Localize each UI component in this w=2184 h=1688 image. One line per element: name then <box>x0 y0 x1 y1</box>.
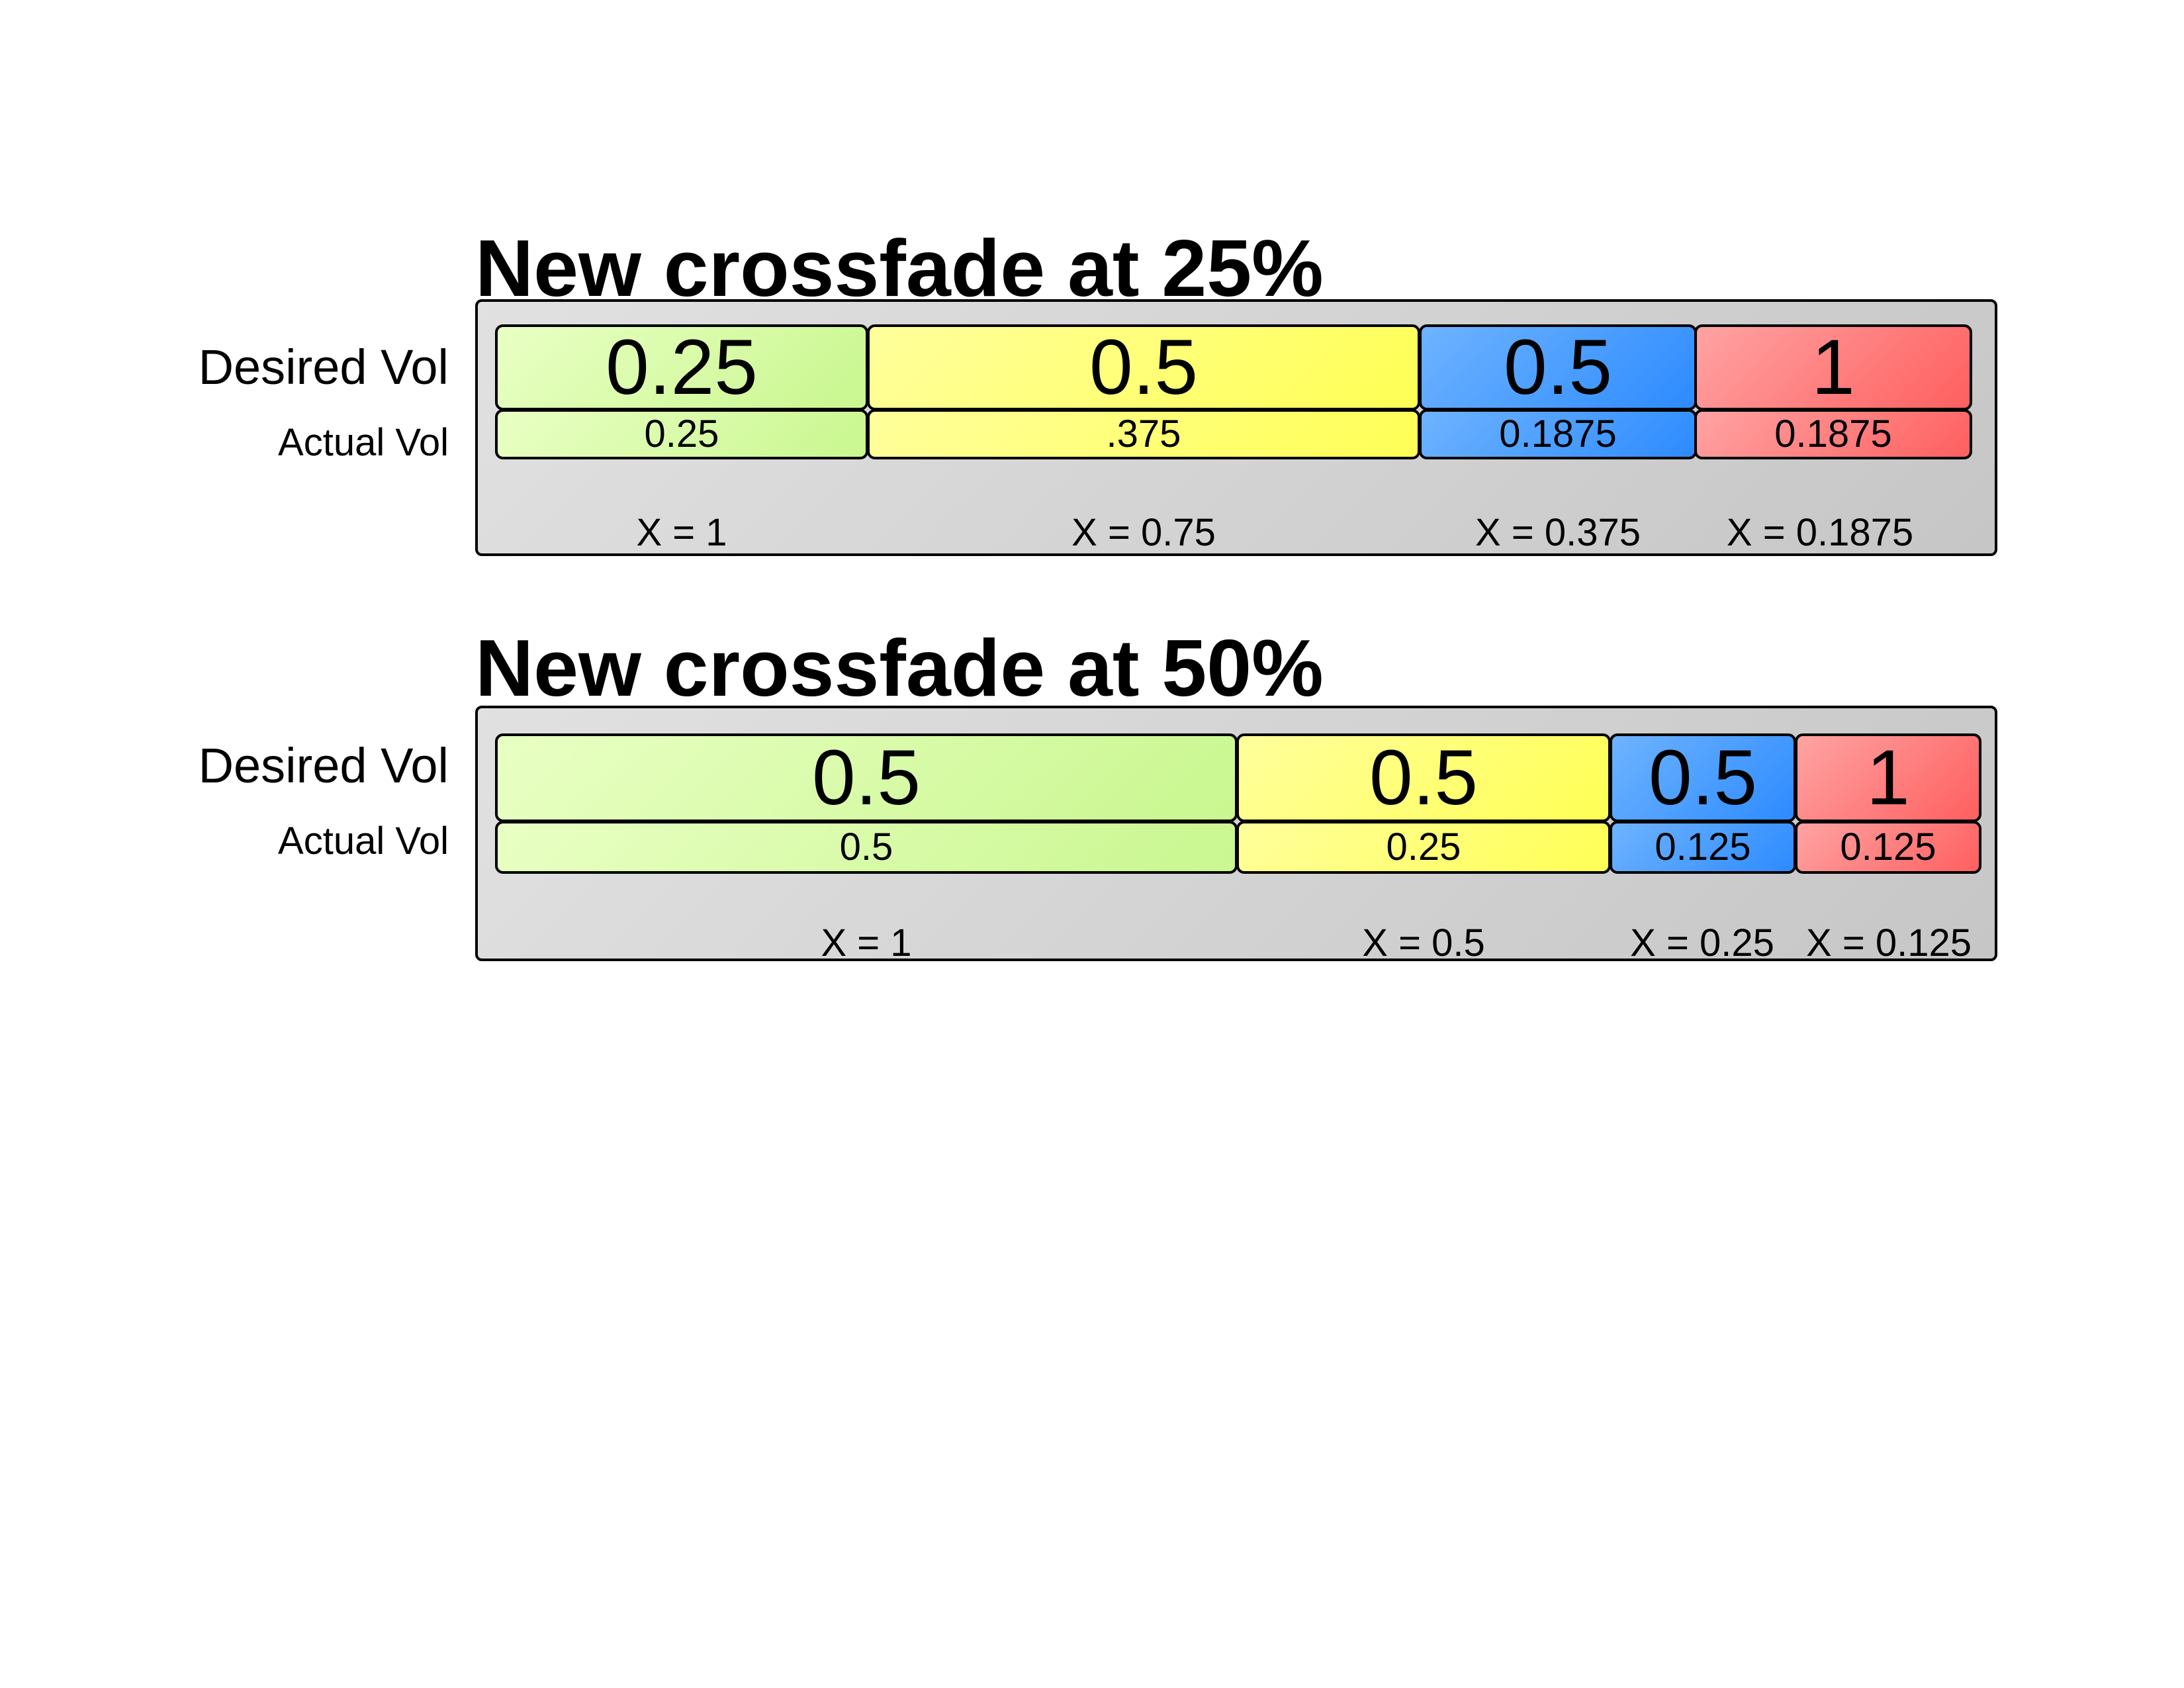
desired-cell: 1 <box>1795 733 1981 822</box>
actual-cell: 0.1875 <box>1419 409 1697 459</box>
crossfade-50-panel: 0.5 0.5 0.5 1 0.5 0.25 0.125 0.125 X = 1… <box>475 706 1997 964</box>
x-factor-label: X = 0.5 <box>1362 921 1485 964</box>
desired-cell: 0.5 <box>1419 324 1697 410</box>
desired-cell: 0.5 <box>495 733 1238 822</box>
actual-cell: 0.25 <box>1236 821 1611 874</box>
actual-cell: 0.125 <box>1610 821 1796 874</box>
actual-cell: 0.25 <box>495 409 868 459</box>
x-factor-label: X = 0.125 <box>1806 921 1972 964</box>
desired-vol-label: Desired Vol <box>198 738 449 793</box>
actual-vol-label: Actual Vol <box>278 421 449 464</box>
desired-cell: 1 <box>1694 324 1972 410</box>
section-title-50: New crossfade at 50% <box>475 623 1324 713</box>
actual-cell: 0.125 <box>1795 821 1981 874</box>
crossfade-25-panel: 0.25 0.5 0.5 1 0.25 .375 0.1875 0.1875 X… <box>475 299 1997 556</box>
desired-cell: 0.5 <box>1236 733 1611 822</box>
x-factor-label: X = 0.1875 <box>1726 511 1914 554</box>
actual-cell: 0.5 <box>495 821 1238 874</box>
actual-cell: .375 <box>867 409 1420 459</box>
x-factor-label: X = 0.75 <box>1071 511 1216 554</box>
desired-cell: 0.25 <box>495 324 868 410</box>
x-factor-label: X = 0.25 <box>1630 921 1774 964</box>
x-factor-label: X = 1 <box>821 921 912 964</box>
x-factor-label: X = 1 <box>636 511 727 554</box>
actual-vol-label: Actual Vol <box>278 820 449 863</box>
desired-cell: 0.5 <box>867 324 1420 410</box>
actual-cell: 0.1875 <box>1694 409 1972 459</box>
desired-cell: 0.5 <box>1610 733 1796 822</box>
x-factor-label: X = 0.375 <box>1475 511 1641 554</box>
section-title-25: New crossfade at 25% <box>475 223 1324 313</box>
desired-vol-label: Desired Vol <box>198 340 449 395</box>
